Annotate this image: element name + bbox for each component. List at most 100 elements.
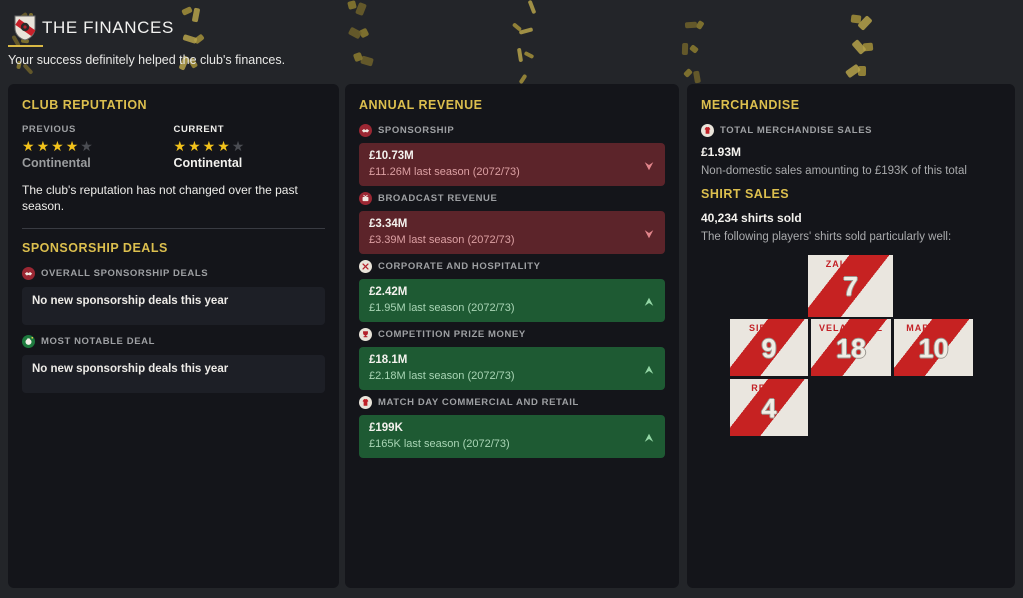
confetti-piece (347, 26, 363, 40)
current-reputation-stars: ★★★★★ (174, 138, 326, 154)
club-reputation-panel: CLUB REPUTATION PREVIOUS ★★★★★ Continent… (8, 84, 339, 588)
trend-arrow-icon (643, 295, 655, 307)
star-icon: ★ (217, 138, 232, 154)
shirts-sold-count: 40,234 shirts sold (701, 211, 802, 225)
revenue-label: SPONSORSHIP (378, 125, 455, 136)
revenue-value: £2.42M (369, 286, 408, 298)
shirt-player-name: VELASQUEZ (818, 323, 883, 333)
section-title-club-reputation: CLUB REPUTATION (22, 98, 148, 112)
revenue-value: £10.73M (369, 150, 414, 162)
player-shirt: REYES 4 (730, 379, 808, 436)
player-shirt: VELASQUEZ 18 (811, 319, 891, 376)
revenue-label: BROADCAST REVENUE (378, 193, 498, 204)
previous-reputation-stars: ★★★★★ (22, 138, 174, 154)
reputation-previous: PREVIOUS ★★★★★ Continental (22, 124, 174, 170)
star-icon: ★ (51, 138, 66, 154)
confetti-piece (684, 21, 698, 29)
revenue-card: £18.1M £2.18M last season (2072/73) (359, 347, 665, 390)
revenue-previous: £3.39M last season (2072/73) (369, 234, 515, 246)
most-notable-deal-card: No new sponsorship deals this year (22, 355, 325, 394)
revenue-value: £3.34M (369, 218, 408, 230)
page-title: THE FINANCES (42, 18, 174, 37)
revenue-item-match-day: MATCH DAY COMMERCIAL AND RETAIL £199K £1… (359, 396, 665, 458)
shirt-player-name: SIERRA (748, 323, 789, 333)
shirt-number: 10 (918, 333, 949, 364)
revenue-item-sponsorship: SPONSORSHIP £10.73M £11.26M last season … (359, 124, 665, 186)
club-crest-icon (9, 13, 41, 46)
shirt-number: 7 (842, 271, 859, 302)
revenue-previous: £165K last season (2072/73) (369, 438, 510, 450)
current-label: CURRENT (173, 124, 225, 135)
previous-reputation-level: Continental (22, 156, 91, 170)
section-title-sponsorship-deals: SPONSORSHIP DEALS (22, 241, 168, 256)
annual-revenue-panel: ANNUAL REVENUE SPONSORSHIP £10.73M £11.2… (345, 84, 679, 588)
star-icon: ★ (36, 138, 52, 154)
trend-arrow-icon (643, 363, 655, 375)
shirt-number: 9 (761, 333, 777, 364)
overall-sponsorship-deals-card: No new sponsorship deals this year (22, 287, 325, 326)
star-icon: ★ (231, 138, 247, 154)
revenue-value: £18.1M (369, 354, 408, 366)
confetti-piece (689, 44, 699, 54)
shirt-number: 18 (835, 333, 867, 364)
confetti-piece (181, 6, 193, 16)
total-merchandise-note: Non-domestic sales amounting to £193K of… (701, 165, 967, 177)
revenue-item-prize-money: COMPETITION PRIZE MONEY £18.1M £2.18M la… (359, 328, 665, 390)
trend-arrow-icon (643, 227, 655, 239)
current-reputation-level: Continental (173, 156, 243, 170)
handshake-icon (22, 267, 35, 281)
revenue-previous: £2.18M last season (2072/73) (369, 370, 515, 382)
shirt-icon (701, 124, 714, 137)
confetti-piece (516, 47, 524, 63)
star-icon: ★ (22, 138, 37, 154)
section-title-merchandise: MERCHANDISE (701, 98, 800, 112)
money-bag-icon (22, 335, 35, 349)
confetti-piece (683, 68, 693, 78)
revenue-item-broadcast: BROADCAST REVENUE £3.34M £3.39M last sea… (359, 192, 665, 254)
star-icon: ★ (202, 138, 218, 154)
total-merchandise-label-row: TOTAL MERCHANDISE SALES (701, 124, 1001, 137)
shirt-sales-note: The following players' shirts sold parti… (701, 231, 952, 243)
confetti-piece (347, 0, 357, 10)
confetti-piece (355, 1, 367, 17)
revenue-card: £2.42M £1.95M last season (2072/73) (359, 279, 665, 322)
confetti-piece (844, 63, 862, 79)
confetti-piece (523, 50, 535, 60)
confetti-piece (511, 22, 523, 32)
shirt-player-name: REYES (751, 383, 787, 393)
reputation-summary: The club's reputation has not changed ov… (22, 183, 298, 214)
shirt-number: 4 (761, 393, 777, 424)
trend-arrow-icon (643, 159, 655, 171)
player-shirt: MARTÍNEZ 10 (894, 319, 973, 376)
revenue-label: COMPETITION PRIZE MONEY (378, 329, 526, 340)
confetti-piece (693, 70, 701, 84)
revenue-previous: £1.95M last season (2072/73) (369, 302, 515, 314)
reputation-current: CURRENT ★★★★★ Continental (174, 124, 326, 170)
revenue-item-corporate-hospitality: CORPORATE AND HOSPITALITY £2.42M £1.95M … (359, 260, 665, 322)
star-icon: ★ (188, 138, 203, 154)
shirt-player-name: ZALAZAR (825, 259, 876, 269)
page-subtitle: Your success definitely helped the club'… (8, 53, 286, 67)
confetti-piece (850, 14, 862, 24)
previous-label: PREVIOUS (22, 124, 76, 135)
section-title-annual-revenue: ANNUAL REVENUE (359, 98, 483, 112)
player-shirt: SIERRA 9 (730, 319, 808, 376)
merchandise-panel: MERCHANDISE TOTAL MERCHANDISE SALES £1.9… (687, 84, 1015, 588)
title-underline (8, 45, 43, 47)
shirt-player-name: MARTÍNEZ (906, 323, 961, 333)
player-shirt: ZALAZAR 7 (808, 255, 893, 317)
revenue-card: £199K £165K last season (2072/73) (359, 415, 665, 458)
revenue-card: £3.34M £3.39M last season (2072/73) (359, 211, 665, 254)
broadcast-icon (359, 192, 372, 205)
revenue-value: £199K (369, 422, 403, 434)
section-title-shirt-sales: SHIRT SALES (701, 187, 790, 201)
confetti-piece (182, 34, 198, 44)
reputation-comparison: PREVIOUS ★★★★★ Continental CURRENT ★★★★★… (22, 124, 325, 170)
trophy-icon (359, 328, 372, 341)
confetti-piece (191, 7, 201, 23)
most-notable-deal-label-row: MOST NOTABLE DEAL (22, 335, 325, 349)
star-icon: ★ (80, 138, 95, 154)
overall-sponsorship-deals-label: OVERALL SPONSORSHIP DEALS (41, 268, 209, 280)
top-selling-shirts: ZALAZAR 7 SIERRA 9 VELASQUEZ 18 MARTÍNEZ… (701, 255, 1001, 455)
